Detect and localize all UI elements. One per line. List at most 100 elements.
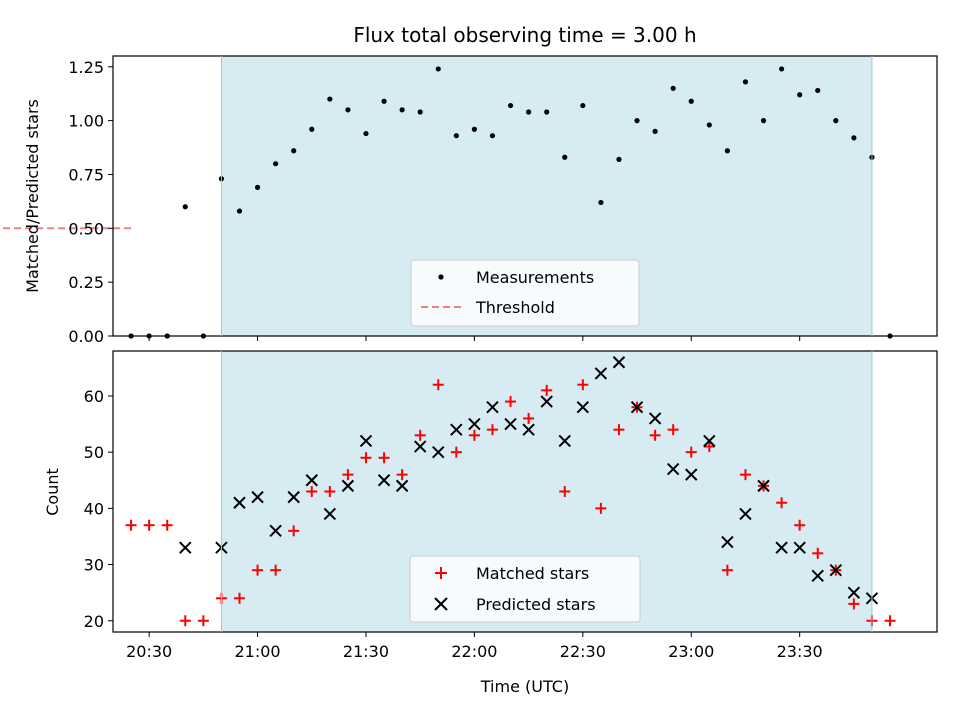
- x-tick-label: 21:30: [343, 642, 389, 661]
- matched-star-point: [378, 452, 390, 464]
- matched-star-point: [613, 424, 625, 436]
- matched-star-point: [486, 424, 498, 436]
- matched-star-point: [523, 412, 535, 424]
- matched-star-point: [794, 519, 806, 531]
- matched-star-point: [360, 452, 372, 464]
- y-tick-label: 0.50: [68, 219, 104, 238]
- legend-predicted-marker: [434, 597, 448, 611]
- predicted-star-point: [829, 563, 843, 577]
- matched-star-point: [270, 564, 282, 576]
- measurement-point: [327, 96, 333, 102]
- matched-star-point: [450, 446, 462, 458]
- matched-star-point: [667, 424, 679, 436]
- predicted-star-point: [251, 490, 264, 504]
- predicted-star-point: [847, 586, 861, 599]
- predicted-star-point: [540, 395, 553, 408]
- predicted-star-point: [721, 535, 734, 549]
- measurement-point: [706, 122, 712, 128]
- predicted-star-point: [179, 541, 192, 554]
- measurement-point: [435, 66, 441, 72]
- predicted-star-point: [757, 479, 770, 493]
- matched-star-point: [252, 564, 264, 576]
- matched-star-point: [306, 486, 318, 497]
- predicted-star-point: [793, 541, 806, 554]
- measurement-point: [544, 109, 550, 115]
- measurement-point: [760, 118, 767, 124]
- measurement-point: [182, 204, 188, 210]
- predicted-star-point: [486, 400, 499, 414]
- matched-star-point: [342, 469, 354, 481]
- predicted-star-point: [612, 356, 626, 369]
- measurement-point: [381, 98, 387, 104]
- predicted-star-point: [648, 412, 662, 425]
- predicted-star-point: [450, 423, 463, 436]
- matched-star-point: [179, 615, 191, 627]
- measurement-point: [507, 102, 514, 109]
- bottom-plot-frame: [112, 350, 938, 633]
- y-tick-label: 1.25: [68, 58, 104, 77]
- y-tick-label: 50: [84, 443, 104, 462]
- matched-star-point: [468, 429, 480, 441]
- measurement-point: [363, 130, 369, 137]
- matched-star-point: [776, 497, 788, 509]
- predicted-star-point: [233, 496, 246, 509]
- measurement-point: [273, 161, 279, 167]
- x-axis-label: Time (UTC): [480, 677, 569, 696]
- measurement-point: [598, 199, 604, 206]
- matched-star-point: [288, 525, 300, 537]
- measurement-point: [616, 156, 622, 162]
- y-tick-label: 60: [84, 387, 104, 406]
- measurement-point: [345, 107, 351, 113]
- measurement-point: [851, 135, 857, 141]
- legend-measurements-label: Measurements: [476, 268, 594, 287]
- measurement-point: [526, 109, 532, 115]
- predicted-star-point: [576, 400, 590, 414]
- matched-star-point: [577, 379, 589, 391]
- matched-star-point: [414, 429, 426, 441]
- legend-threshold-label: Threshold: [475, 298, 555, 317]
- y-tick-label: 0.00: [68, 327, 104, 346]
- y-tick-label: 1.00: [68, 112, 104, 131]
- matched-star-point: [595, 502, 607, 514]
- legend-matched-marker: [435, 567, 447, 579]
- matched-star-point: [812, 547, 824, 559]
- matched-star-point: [324, 486, 336, 497]
- matched-star-point: [559, 486, 571, 497]
- matched-star-point: [848, 598, 860, 610]
- measurement-point: [562, 154, 568, 160]
- predicted-star-point: [739, 507, 752, 521]
- predicted-star-point: [685, 468, 698, 481]
- matched-star-point: [233, 592, 245, 604]
- matched-star-point: [197, 615, 209, 627]
- chart-title: Flux total observing time = 3.00 h: [353, 23, 696, 47]
- measurement-point: [797, 92, 803, 98]
- predicted-star-point: [432, 445, 445, 459]
- predicted-star-point: [775, 541, 788, 554]
- matched-star-point: [884, 615, 896, 627]
- x-tick-label: 22:00: [451, 642, 497, 661]
- measurement-point: [254, 184, 261, 190]
- y-tick-label: 0.25: [68, 273, 104, 292]
- predicted-star-point: [359, 434, 373, 448]
- y-tick-label: 20: [84, 612, 104, 631]
- matched-star-point: [541, 384, 553, 396]
- x-tick-label: 21:00: [235, 642, 281, 661]
- measurement-point: [670, 85, 676, 91]
- predicted-star-point: [630, 400, 644, 414]
- predicted-star-point: [413, 440, 427, 453]
- matched-star-point: [161, 519, 173, 531]
- predicted-star-point: [395, 479, 409, 493]
- measurement-point: [778, 66, 785, 72]
- legend-measurements-marker: [438, 274, 444, 280]
- measurement-point: [399, 107, 405, 113]
- top-panel: 0.00 0.25 0.50 0.75 1.00 1.25 Flux total obse…: [0, 23, 938, 346]
- matched-star-point: [685, 446, 697, 458]
- predicted-star-point: [287, 490, 300, 504]
- matched-star-point: [125, 519, 137, 531]
- matched-star-point: [649, 429, 661, 441]
- measurement-point: [580, 102, 586, 109]
- measurement-point: [724, 148, 730, 154]
- matched-star-point: [143, 519, 155, 531]
- x-tick-label: 23:00: [668, 642, 714, 661]
- predicted-star-point: [323, 507, 337, 521]
